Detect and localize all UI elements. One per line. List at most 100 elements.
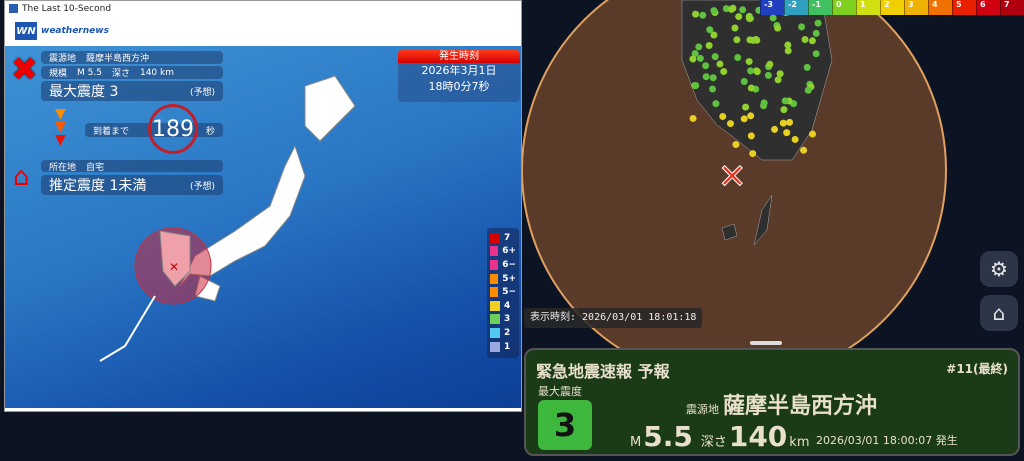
origin-time-box: 発生時刻 2026年3月1日 18時0分7秒 (398, 50, 520, 102)
station-dot (784, 47, 792, 55)
station-dot (779, 119, 787, 127)
legend-item: 3 (490, 313, 516, 327)
scale-step: 2 (880, 0, 904, 15)
legend-item: 6− (490, 258, 516, 272)
scale-step: -1 (808, 0, 832, 15)
map-land: ✕ (99, 75, 356, 362)
max-intensity: 最大震度 3 (49, 84, 119, 100)
max-intensity-row: 最大震度 3 (予想) (41, 81, 223, 101)
station-dot (784, 41, 792, 49)
station-dot (774, 76, 782, 84)
station-dot (804, 86, 812, 94)
legend-item: 6+ (490, 245, 516, 259)
station-dot (747, 84, 755, 92)
estimated-intensity: 推定震度 1未満 (49, 178, 147, 194)
station-dot (760, 99, 768, 107)
station-dot (747, 112, 755, 120)
station-dot (798, 23, 806, 31)
station-dot (710, 7, 718, 15)
legend-item: 4 (490, 299, 516, 313)
station-dot (808, 37, 816, 45)
legend-label: 6− (502, 259, 516, 270)
home-button[interactable]: ⌂ (980, 295, 1018, 331)
home-icon: ⌂ (13, 162, 30, 192)
station-dot (814, 19, 822, 27)
legend-swatch (490, 232, 500, 243)
title-bar: The Last 10-Second (5, 1, 521, 16)
station-dot (791, 135, 799, 143)
station-dot (711, 53, 719, 61)
station-dot (709, 74, 717, 82)
label: 震源地 (49, 54, 77, 64)
station-dot (739, 6, 747, 14)
epicenter-value: 薩摩半島西方沖 (86, 54, 150, 64)
station-dot (729, 4, 737, 12)
station-dot (696, 54, 704, 62)
station-dot (780, 106, 788, 114)
legend-label: 6+ (502, 246, 516, 257)
station-dot (747, 67, 755, 75)
japan-map: ✕ ✖ 震源地 薩摩半島西方沖 規模 M 5.5 深さ 140 km 最大震度 3 (予想… (5, 46, 521, 408)
epicenter: 震源地 薩摩半島西方沖 (686, 388, 877, 420)
station-dot (742, 103, 750, 111)
scale-step: 1 (856, 0, 880, 15)
station-dot (745, 12, 753, 20)
legend-label: 5− (502, 287, 516, 298)
app-window: The Last 10-Second WN weathernews ✕ ✖ 震源地… (4, 0, 522, 412)
legend-label: 1 (504, 341, 511, 352)
station-dot (705, 42, 713, 50)
scale-step: 7 (1000, 0, 1024, 15)
arrival-countdown: 189 (148, 104, 198, 154)
epicenter-marker: ✕ (169, 260, 179, 274)
location-row: 所在地 自宅 (41, 160, 223, 173)
station-dot (726, 120, 734, 128)
station-dot (719, 112, 727, 120)
label: 深さ (111, 69, 130, 79)
legend-label: 3 (504, 314, 511, 325)
legend-swatch (490, 300, 500, 311)
station-dot (722, 5, 730, 13)
depth-unit: km (789, 435, 810, 450)
station-dot (706, 26, 714, 34)
intensity-scale-bar: -3 -2 -1 0 1 2 3 4 5 6 7 (760, 0, 1024, 15)
logo: WN (15, 22, 37, 40)
station-dot (783, 129, 791, 137)
station-dot (740, 77, 748, 85)
station-dot (733, 36, 741, 44)
station-dot (712, 100, 720, 108)
app-icon (9, 4, 18, 13)
estimated-intensity-row: 推定震度 1未満 (予想) (41, 175, 223, 195)
station-dot (735, 13, 743, 21)
station-dot (747, 132, 755, 140)
forecast-label: (予想) (189, 87, 215, 98)
magnitude-depth: M 5.5 深さ 140 km (630, 420, 810, 453)
settings-button[interactable]: ⚙ (980, 251, 1018, 287)
map-view[interactable]: ✕ -3 -2 -1 0 1 2 3 4 5 6 7 ⚙ ⌂ 表示時刻: 2026/03/01 18… (522, 0, 1024, 461)
legend-label: 2 (504, 327, 511, 338)
eew-panel: 緊急地震速報 予報 #11(最終) 最大震度 3 震源地 薩摩半島西方沖 M 5.5… (524, 348, 1020, 456)
logo-text: weathernews (41, 26, 109, 36)
legend-item: 5+ (490, 272, 516, 286)
station-dot (734, 54, 742, 62)
station-dot (702, 73, 710, 81)
label: 到着まで (93, 126, 130, 137)
home-icon: ⌂ (992, 301, 1006, 325)
station-dot (716, 60, 724, 68)
scale-step: 6 (976, 0, 1000, 15)
panel-drag-handle[interactable] (750, 341, 782, 345)
scale-step: -2 (784, 0, 808, 15)
station-dot (800, 146, 808, 154)
magnitude-value: M 5.5 (77, 67, 102, 78)
scale-step: 0 (832, 0, 856, 15)
station-dot (786, 118, 794, 126)
station-dot (801, 35, 809, 43)
station-dot (808, 130, 816, 138)
legend-label: 7 (504, 232, 511, 243)
label: 規模 (49, 69, 68, 79)
panel-title: 緊急地震速報 予報 (536, 362, 670, 381)
station-dot (774, 24, 782, 32)
station-dot (769, 14, 777, 22)
station-dot (689, 114, 697, 122)
arrow-down-icons: ▼ ▼ ▼ (55, 106, 66, 148)
scale-step: 4 (928, 0, 952, 15)
